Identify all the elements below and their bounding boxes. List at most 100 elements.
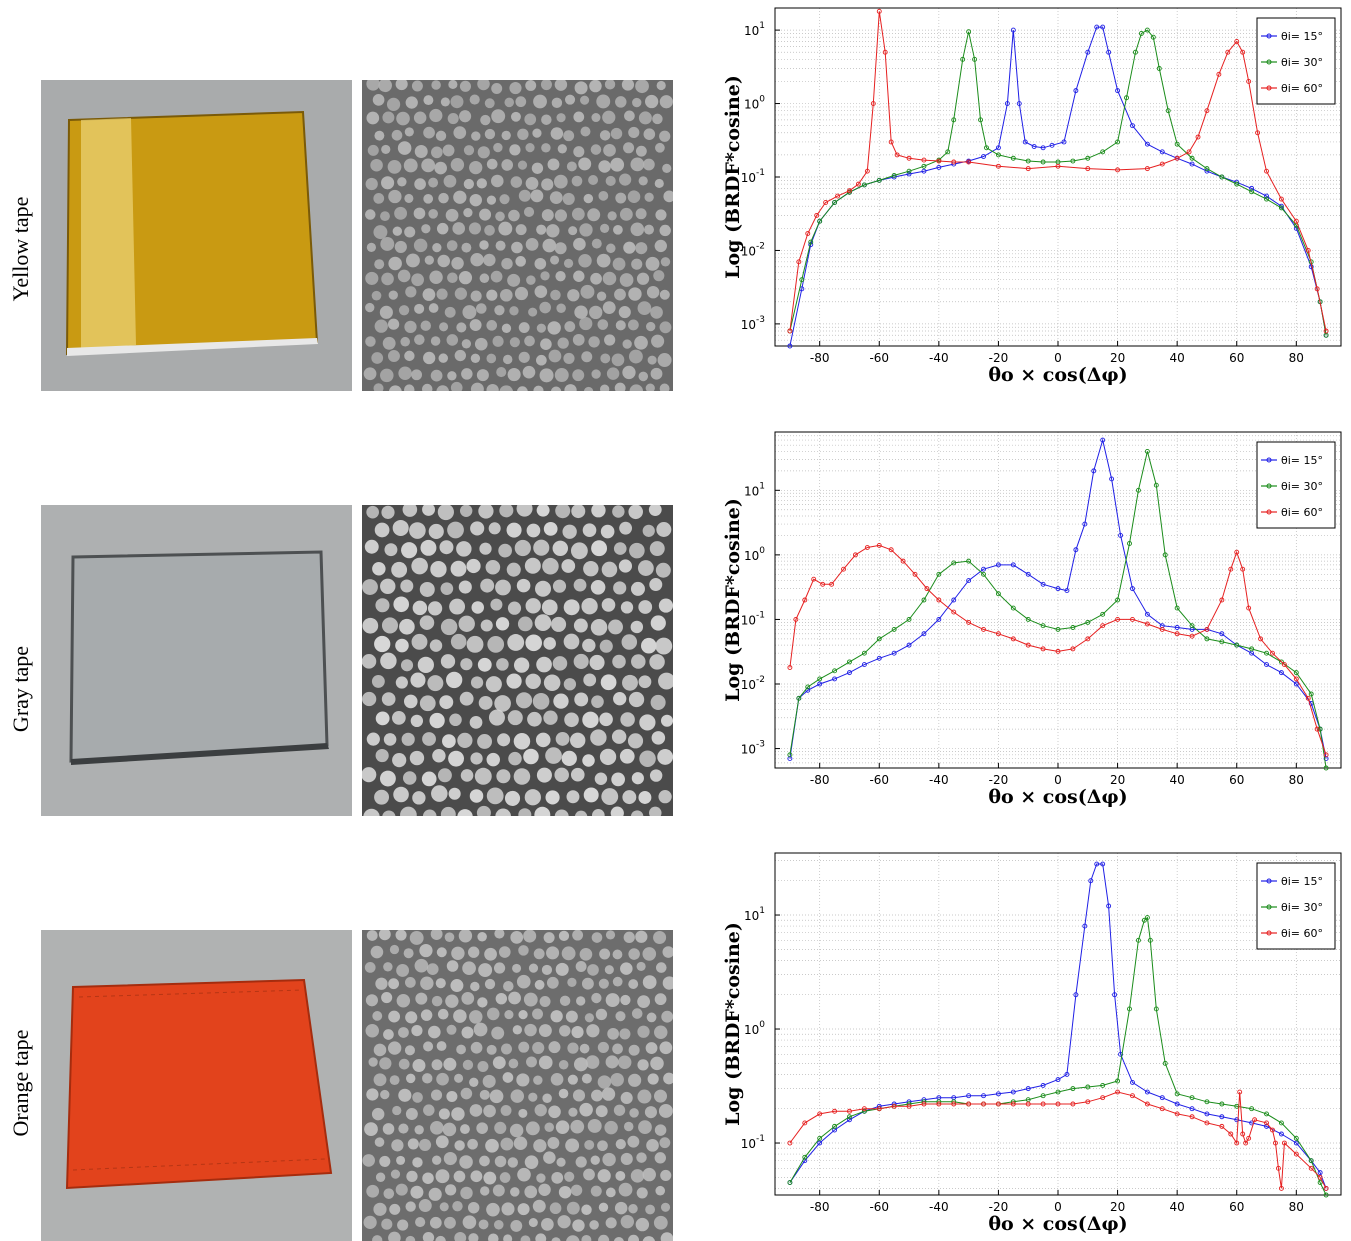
- data-point: [1273, 1140, 1278, 1146]
- data-point: [1147, 937, 1153, 943]
- data-point: [817, 218, 823, 224]
- data-point: [1156, 66, 1162, 71]
- data-point: [1061, 139, 1067, 145]
- y-tick-label: 10-1: [741, 610, 765, 627]
- data-point: [936, 158, 942, 164]
- series-line: [789, 544, 1327, 755]
- data-point: [978, 117, 983, 123]
- data-point: [832, 1108, 838, 1114]
- data-point: [1281, 662, 1287, 668]
- data-point: [1314, 726, 1320, 732]
- data-point: [1162, 1060, 1168, 1066]
- x-tick-label: -60: [869, 1200, 889, 1214]
- grid: [775, 853, 1341, 1195]
- data-point: [1264, 196, 1269, 202]
- legend-marker: [1266, 59, 1272, 65]
- data-point: [1249, 185, 1255, 191]
- data-point: [1240, 566, 1246, 572]
- y-tick-label: 100: [744, 95, 765, 112]
- data-point: [1264, 1123, 1269, 1129]
- series-2: [787, 1089, 1329, 1191]
- series-line: [789, 1091, 1327, 1189]
- data-point: [1228, 1131, 1234, 1137]
- data-point: [981, 566, 986, 572]
- y-tick-label: 101: [744, 481, 765, 498]
- data-point: [1094, 861, 1100, 867]
- data-point: [1204, 626, 1210, 632]
- data-point: [1115, 139, 1121, 145]
- data-point: [1189, 155, 1195, 161]
- data-point: [1189, 633, 1195, 639]
- legend-marker: [1266, 930, 1272, 936]
- data-point: [1243, 1140, 1249, 1146]
- data-point: [1070, 625, 1076, 630]
- data-point: [1010, 1089, 1016, 1095]
- data-point: [1144, 1089, 1150, 1095]
- data-point: [1305, 247, 1311, 253]
- data-point: [1141, 917, 1147, 923]
- y-axis-title: Log (BRDF*cosine): [722, 498, 744, 702]
- data-point: [1115, 88, 1121, 94]
- data-point: [1204, 1099, 1210, 1105]
- data-point: [966, 1093, 972, 1099]
- x-tick-label: -80: [810, 1200, 830, 1214]
- data-point: [1305, 695, 1311, 701]
- data-point: [817, 681, 823, 687]
- data-point: [906, 1103, 912, 1109]
- data-point: [876, 655, 882, 661]
- data-point: [1055, 1101, 1061, 1107]
- x-tick-label: -80: [810, 351, 830, 365]
- data-point: [1085, 1099, 1091, 1105]
- data-point: [1130, 616, 1135, 622]
- x-tick-label: -60: [869, 773, 889, 787]
- legend-marker: [1266, 33, 1272, 39]
- x-tick-label: 60: [1229, 773, 1244, 787]
- data-point: [1073, 88, 1079, 94]
- x-tick-label: 40: [1170, 351, 1185, 365]
- data-point: [1040, 646, 1046, 652]
- data-point: [951, 117, 957, 123]
- data-point: [1317, 726, 1323, 732]
- legend: θi= 15° θi= 30° θi= 60°: [1256, 17, 1336, 105]
- data-point: [1144, 915, 1150, 921]
- data-point: [1135, 937, 1141, 943]
- data-point: [1025, 166, 1031, 172]
- data-point: [1258, 636, 1264, 642]
- data-point: [1073, 992, 1079, 998]
- series-1: [787, 448, 1329, 771]
- y-tick-label: 10-2: [741, 241, 765, 258]
- data-point: [1040, 581, 1046, 587]
- data-point: [802, 597, 808, 603]
- data-point: [1204, 1111, 1210, 1117]
- legend-marker: [1266, 457, 1272, 463]
- data-point: [1219, 639, 1225, 645]
- data-point: [1249, 1106, 1255, 1112]
- data-point: [1144, 141, 1150, 147]
- data-point: [924, 586, 930, 592]
- data-point: [1040, 1093, 1046, 1099]
- legend-label: θi= 30°: [1281, 56, 1323, 69]
- data-point: [936, 597, 942, 603]
- data-point: [1100, 861, 1106, 867]
- data-point: [1204, 636, 1210, 642]
- data-point: [1278, 670, 1284, 676]
- data-point: [1234, 642, 1240, 648]
- data-point: [951, 597, 957, 603]
- data-point: [1025, 571, 1031, 577]
- data-point: [1159, 161, 1165, 167]
- data-point: [1115, 1078, 1121, 1084]
- data-point: [1085, 619, 1091, 625]
- data-point: [1100, 437, 1106, 443]
- data-point: [1252, 1117, 1258, 1123]
- data-point: [981, 1093, 986, 1099]
- data-point: [906, 642, 912, 648]
- data-point: [817, 1135, 823, 1141]
- data-point: [1174, 1101, 1180, 1107]
- data-point: [945, 149, 951, 155]
- data-point: [817, 1140, 823, 1146]
- data-point: [1189, 1106, 1195, 1112]
- data-point: [1159, 626, 1165, 632]
- data-point: [1174, 1091, 1180, 1097]
- data-point: [1323, 1192, 1329, 1198]
- data-point: [1159, 1106, 1165, 1112]
